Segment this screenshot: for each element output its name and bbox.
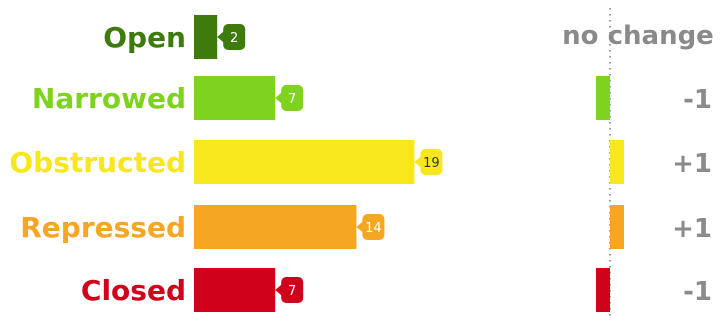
- bar-closed: [194, 268, 276, 312]
- callout-pointer: [356, 221, 364, 233]
- category-label-repressed: Repressed: [20, 211, 186, 244]
- change-bar-closed: [596, 268, 610, 312]
- category-label-narrowed: Narrowed: [32, 82, 186, 115]
- callout-pointer: [275, 284, 283, 296]
- callout-bubble: [281, 277, 304, 303]
- callout-pointer: [414, 156, 422, 168]
- callout-pointer: [217, 31, 225, 43]
- callout-bubble: [420, 149, 443, 175]
- change-labels: -1 +1 +1 -1: [672, 85, 712, 307]
- callout-repressed: 14: [356, 214, 385, 240]
- bars: [194, 15, 415, 312]
- category-label-open: Open: [103, 21, 186, 54]
- change-bar-obstructed: [610, 140, 624, 184]
- callout-pointer: [275, 92, 283, 104]
- value-callouts: 2 7 19 14 7: [217, 24, 443, 303]
- bar-open: [194, 15, 218, 59]
- change-label-closed: -1: [683, 277, 712, 307]
- change-bar-narrowed: [596, 76, 610, 120]
- callout-narrowed: 7: [275, 85, 304, 111]
- bar-repressed: [194, 205, 357, 249]
- value-label-open: 2: [230, 31, 238, 46]
- callout-obstructed: 19: [414, 149, 443, 175]
- change-bars: [596, 76, 624, 312]
- value-label-narrowed: 7: [288, 92, 296, 107]
- value-label-obstructed: 19: [423, 156, 440, 171]
- change-title: no change: [562, 21, 714, 51]
- callout-bubble: [362, 214, 385, 240]
- change-label-narrowed: -1: [683, 85, 712, 115]
- callout-bubble: [223, 24, 246, 50]
- bar-obstructed: [194, 140, 415, 184]
- callout-open: 2: [217, 24, 246, 50]
- bar-narrowed: [194, 76, 276, 120]
- category-label-obstructed: Obstructed: [9, 146, 186, 179]
- change-label-repressed: +1: [672, 214, 712, 244]
- category-label-closed: Closed: [81, 274, 186, 307]
- change-bar-repressed: [610, 205, 624, 249]
- value-label-closed: 7: [288, 284, 296, 299]
- category-labels: Open Narrowed Obstructed Repressed Closed: [9, 21, 186, 307]
- change-label-obstructed: +1: [672, 149, 712, 179]
- callout-bubble: [281, 85, 304, 111]
- value-label-repressed: 14: [365, 221, 382, 236]
- callout-closed: 7: [275, 277, 304, 303]
